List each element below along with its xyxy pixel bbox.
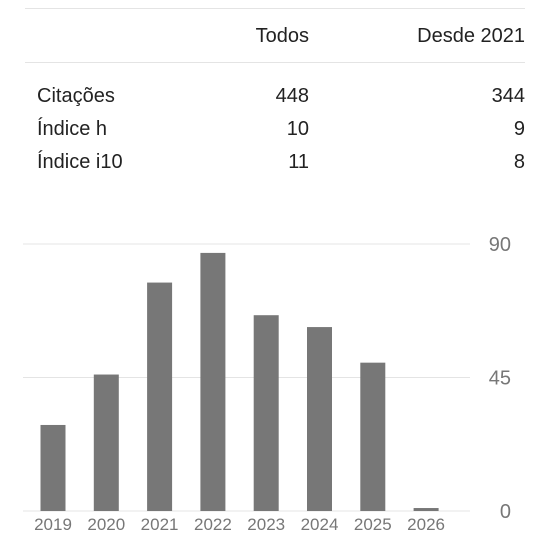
bar-2023[interactable] bbox=[253, 315, 279, 511]
bar-2019[interactable] bbox=[40, 424, 66, 511]
stats-value-i10-index-all: 11 bbox=[288, 151, 309, 173]
stats-header-empty bbox=[25, 8, 215, 63]
stats-label-h-index[interactable]: Índice h bbox=[37, 118, 108, 140]
x-tick-label-2021: 2021 bbox=[141, 515, 179, 534]
stats-label-i10-index[interactable]: Índice i10 bbox=[37, 151, 123, 173]
x-tick-label-2025: 2025 bbox=[354, 515, 392, 534]
stats-value-citations-since: 344 bbox=[491, 85, 525, 107]
bar-2025[interactable] bbox=[360, 362, 386, 511]
x-tick-label-2022: 2022 bbox=[194, 515, 232, 534]
x-tick-label-2020: 2020 bbox=[87, 515, 125, 534]
bar-2024[interactable] bbox=[307, 327, 332, 511]
stats-header-row: Todos Desde 2021 bbox=[25, 8, 525, 63]
stats-header-all[interactable]: Todos bbox=[215, 8, 309, 63]
stats-value-h-index-since: 9 bbox=[513, 118, 525, 140]
y-tick-label-0: 0 bbox=[500, 501, 511, 523]
citations-bar-chart-svg: 0 45 90 2019 2020 2021 2022 2023 2024 2025 2026 bbox=[23, 234, 511, 534]
bar-2026[interactable] bbox=[413, 508, 439, 511]
stats-row-i10-index: Índice i10 11 8 bbox=[25, 146, 525, 179]
x-tick-label-2024: 2024 bbox=[301, 515, 339, 534]
x-tick-label-2026: 2026 bbox=[407, 515, 445, 534]
citations-per-year-chart: 0 45 90 2019 2020 2021 2022 2023 2024 2025 2026 bbox=[0, 228, 540, 551]
x-tick-label-2023: 2023 bbox=[247, 515, 285, 534]
stats-row-citations: Citações 448 344 bbox=[25, 63, 525, 114]
stats-value-citations-all: 448 bbox=[275, 85, 309, 107]
x-tick-label-2019: 2019 bbox=[34, 515, 72, 534]
citation-stats: Todos Desde 2021 Citações 448 344 Índice… bbox=[25, 8, 525, 179]
stats-value-i10-index-since: 8 bbox=[513, 151, 525, 173]
bar-2021[interactable] bbox=[147, 282, 173, 511]
y-tick-label-45: 45 bbox=[489, 368, 511, 390]
y-tick-label-90: 90 bbox=[489, 234, 511, 256]
stats-row-h-index: Índice h 10 9 bbox=[25, 113, 525, 146]
citation-stats-table: Todos Desde 2021 Citações 448 344 Índice… bbox=[25, 8, 525, 179]
stats-value-h-index-all: 10 bbox=[286, 118, 309, 140]
stats-label-citations[interactable]: Citações bbox=[37, 85, 115, 107]
bar-2022[interactable] bbox=[200, 252, 226, 511]
bar-2020[interactable] bbox=[93, 374, 119, 511]
stats-header-since[interactable]: Desde 2021 bbox=[309, 8, 525, 63]
